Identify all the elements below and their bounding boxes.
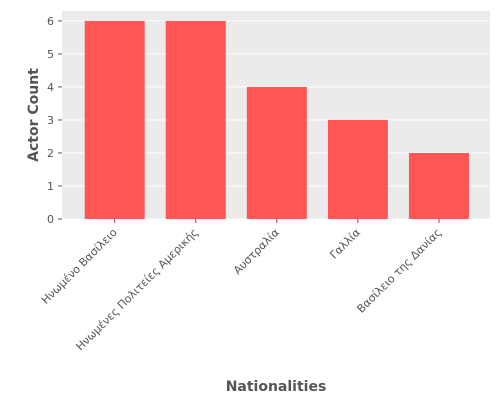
y-tick-label: 0 xyxy=(47,213,54,226)
bar-0 xyxy=(84,20,145,220)
x-tick-label: Γαλλία xyxy=(327,226,363,262)
y-tick-label: 1 xyxy=(47,180,54,193)
bars xyxy=(84,20,469,220)
y-tick-label: 5 xyxy=(47,48,54,61)
bar-1 xyxy=(165,20,226,220)
x-tick-label: Αυστραλία xyxy=(231,226,282,277)
bar-2 xyxy=(246,86,307,219)
bar-4 xyxy=(408,152,469,219)
y-tick-label: 4 xyxy=(47,81,54,94)
x-tick-label: Ηνωμένο Βασίλειο xyxy=(39,226,120,307)
y-tick-label: 2 xyxy=(47,147,54,160)
y-tick-label: 6 xyxy=(47,15,54,28)
x-axis-title: Nationalities xyxy=(226,379,327,395)
y-axis-title: Actor Count xyxy=(26,68,42,162)
y-axis-ticks: 0 1 2 3 4 5 6 xyxy=(47,15,62,226)
y-tick-label: 3 xyxy=(47,114,54,127)
x-tick-label: Βασίλειο της Δανίας xyxy=(354,226,444,316)
bar-3 xyxy=(327,119,388,219)
